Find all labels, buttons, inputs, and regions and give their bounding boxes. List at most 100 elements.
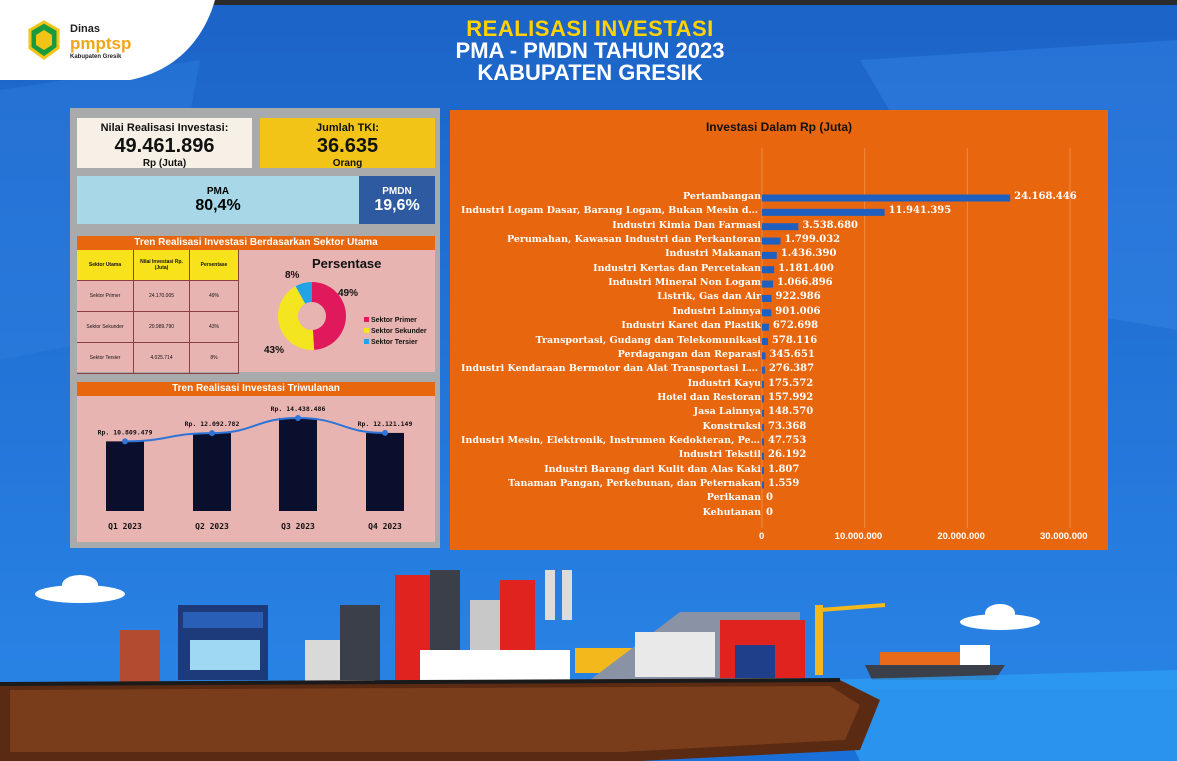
investment-value-label: 24.168.446 xyxy=(1014,191,1077,202)
investment-category-label: Perumahan, Kawasan Industri dan Perkanto… xyxy=(506,234,761,246)
investment-chart-title: Investasi Dalam Rp (Juta) xyxy=(705,120,853,134)
investment-value-label: 148.570 xyxy=(768,406,814,418)
sector-row-pct: 49% xyxy=(189,280,239,312)
quarterly-bar xyxy=(106,441,144,511)
legend-label-tersier: Sektor Tersier xyxy=(371,339,418,346)
sector-row-name: Sektor Sekunder xyxy=(77,311,134,343)
investment-bar xyxy=(762,438,764,446)
investment-value-label: 672.698 xyxy=(772,320,819,332)
investment-value-label: 3.538.680 xyxy=(802,219,858,231)
investment-bar xyxy=(762,323,769,331)
investment-value-label: 26.192 xyxy=(768,449,807,461)
investment-value-label: 73.368 xyxy=(768,420,807,432)
pie-label-primer: 49% xyxy=(338,288,359,299)
investment-category-label: Industri Mesin, Elektronik, Instrumen Ke… xyxy=(461,434,761,446)
investment-category-label: Industri Lainnya xyxy=(672,305,762,317)
quarterly-trend-line xyxy=(124,416,386,443)
investment-category-label: Transportasi, Gudang dan Telekomunikasi xyxy=(535,334,761,346)
investment-bar xyxy=(762,409,764,417)
sector-row-name: Sektor Primer xyxy=(77,280,134,312)
kpi-investasi-card: Nilai Realisasi Investasi: 49.461.896 Rp… xyxy=(77,118,252,169)
investment-value-label: 901.006 xyxy=(775,305,821,317)
investment-bar xyxy=(762,309,772,317)
investment-bar xyxy=(762,467,764,475)
investment-bar xyxy=(762,280,773,288)
title-line-1: REALISASI INVESTASI xyxy=(466,16,714,41)
investment-bar xyxy=(762,237,781,245)
title-line-2: PMA - PMDN TAHUN 2023 xyxy=(455,38,725,63)
pmdn-share-card: PMDN 19,6% xyxy=(359,176,435,224)
investment-bar xyxy=(762,266,775,274)
investment-value-label: 1.559 xyxy=(768,478,800,489)
investment-bar xyxy=(762,481,764,489)
investment-bar xyxy=(762,194,1011,202)
quarterly-bar xyxy=(366,432,404,511)
investment-x-tick: 10.000.000 xyxy=(834,531,883,542)
sector-col-name: Sektor Utama xyxy=(77,250,134,281)
pie-slice xyxy=(278,286,315,350)
pie-legend: Sektor Primer Sektor Sekunder Sektor Ter… xyxy=(364,315,427,348)
quarterly-value-label: Rp. 10.809.479 xyxy=(98,428,153,436)
logo-brand: pmptsp xyxy=(70,34,132,53)
investment-value-label: 0 xyxy=(766,492,773,504)
sector-row-value: 4.025.714 xyxy=(133,342,190,374)
investment-value-label: 175.572 xyxy=(768,377,814,389)
investment-chart-panel xyxy=(450,110,1108,550)
logo-dinas: Dinas xyxy=(70,23,100,35)
investment-category-label: Listrik, Gas dan Air xyxy=(657,291,761,303)
sector-row-value: 20.989.790 xyxy=(133,311,190,343)
legend-item-tersier: Sektor Tersier xyxy=(364,337,427,348)
investment-category-label: Perdagangan dan Reparasi xyxy=(617,348,761,360)
pma-label: PMA xyxy=(206,186,230,197)
investment-bar xyxy=(762,294,772,302)
quarterly-value-label: Rp. 14.438.486 xyxy=(271,405,326,413)
investment-value-label: 47.753 xyxy=(768,434,807,446)
sector-row-pct: 43% xyxy=(189,311,239,343)
quarterly-heading: Tren Realisasi Investasi Triwulanan xyxy=(77,382,435,396)
logo-tab xyxy=(0,0,215,80)
investment-category-label: Industri Mineral Non Logam xyxy=(608,277,761,289)
kpi-tki-label: Jumlah TKI: xyxy=(316,122,379,134)
investment-x-tick: 0 xyxy=(759,531,765,542)
investment-value-label: 1.436.390 xyxy=(780,248,837,260)
investment-x-tick: 30.000.000 xyxy=(1040,531,1088,542)
quarterly-bar xyxy=(193,433,231,511)
pmdn-value: 19,6% xyxy=(374,197,420,214)
investment-category-label: Industri Kertas dan Percetakan xyxy=(593,262,761,274)
investment-bar xyxy=(762,223,799,231)
quarterly-x-label: Q2 2023 xyxy=(195,522,229,531)
investment-bar xyxy=(762,208,885,216)
investment-category-label: Tanaman Pangan, Perkebunan, dan Peternak… xyxy=(508,478,761,489)
investment-category-label: Hotel dan Restoran xyxy=(657,391,761,403)
quarterly-point xyxy=(382,429,388,436)
investment-bar xyxy=(762,366,765,374)
quarterly-value-label: Rp. 12.092.782 xyxy=(185,420,240,428)
investment-value-label: 157.992 xyxy=(768,391,814,403)
legend-item-primer: Sektor Primer xyxy=(364,315,427,326)
investment-category-label: Jasa Lainnya xyxy=(693,406,761,418)
investment-category-label: Industri Makanan xyxy=(665,248,761,260)
page-title: REALISASI INVESTASI PMA - PMDN TAHUN 202… xyxy=(360,18,820,84)
legend-label-primer: Sektor Primer xyxy=(371,317,417,324)
sector-row-pct: 8% xyxy=(189,342,239,374)
investment-value-label: 922.986 xyxy=(775,291,821,303)
investment-value-label: 1.799.032 xyxy=(784,234,841,246)
sector-col-value: Nilai Investasi Rp. (Juta) xyxy=(133,250,190,281)
investment-bar-chart xyxy=(761,148,1071,528)
kpi-tki-card: Jumlah TKI: 36.635 Orang xyxy=(260,118,435,169)
title-line-3: KABUPATEN GRESIK xyxy=(477,60,703,85)
investment-category-label: Kehutanan xyxy=(702,506,761,518)
pie-label-tersier: 8% xyxy=(285,270,300,281)
kpi-tki-unit: Orang xyxy=(332,158,363,169)
investment-bar xyxy=(762,352,766,360)
kpi-investasi-unit: Rp (Juta) xyxy=(142,158,187,169)
pma-value: 80,4% xyxy=(195,197,241,214)
legend-label-sekunder: Sektor Sekunder xyxy=(371,328,427,335)
investment-value-label: 0 xyxy=(766,506,773,518)
kpi-tki-value: 36.635 xyxy=(316,135,379,157)
quarterly-point xyxy=(122,438,128,445)
quarterly-x-label: Q3 2023 xyxy=(281,522,315,531)
investment-x-tick: 20.000.000 xyxy=(937,531,985,542)
investment-category-label: Perikanan xyxy=(706,492,761,504)
quarterly-bar xyxy=(279,418,317,511)
